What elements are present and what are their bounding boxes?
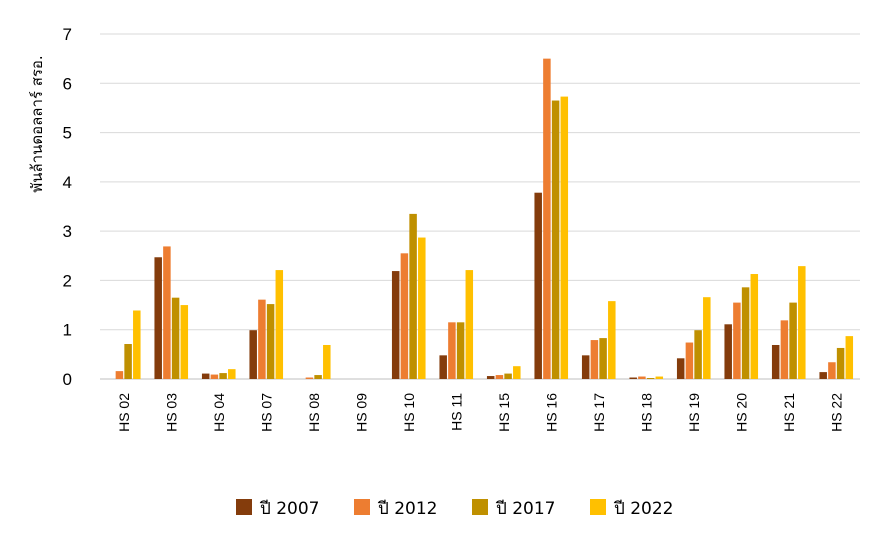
x-category-label: HS 10 [401,393,417,432]
bar [590,340,599,379]
bar [703,297,711,379]
gridlines [100,33,860,380]
bar [836,347,845,379]
bar [439,355,447,379]
bar [219,373,227,379]
bar [418,237,426,379]
bars [115,58,854,380]
legend: ปี 2007 ปี 2012 ปี 2017 ปี 2022 [236,499,673,519]
x-category-label: HS 03 [163,393,179,432]
bar [655,376,664,379]
x-category-label: HS 17 [591,393,607,432]
bar [163,246,171,379]
x-category-label: HS 08 [306,393,322,432]
bar [534,192,542,379]
bar [798,266,806,379]
bar [685,342,694,379]
bar [789,302,797,379]
bar [210,374,219,379]
x-category-label: HS 18 [638,393,654,432]
bar [724,324,732,379]
bar [249,330,257,379]
legend-swatch [236,499,252,515]
y-axis-ticks: 0 1 2 3 4 5 6 7 [63,25,72,389]
bar [115,371,124,379]
x-category-label: HS 22 [828,393,844,432]
x-category-label: HS 21 [781,393,797,432]
bar [391,271,400,379]
bar [228,369,236,379]
bar [638,376,646,379]
bar [448,322,456,379]
bar [124,344,132,379]
x-category-label: HS 15 [496,393,512,432]
bar [828,362,836,379]
bar [275,270,284,379]
bar [400,253,409,379]
legend-swatch [590,499,606,515]
bar [504,373,512,379]
legend-swatch [354,499,370,515]
bar [581,355,590,379]
bar [486,376,495,379]
bar [465,270,474,379]
y-tick-label: 7 [63,25,72,44]
legend-label: ปี 2017 [495,499,555,519]
bar [258,299,266,379]
x-category-label: HS 11 [448,393,464,431]
bar [733,302,741,379]
bar [646,378,655,379]
x-axis-categories: HS 02 HS 03 HS 04 HS 07 HS 08 HS 09 HS 10 HS 11… [116,393,845,432]
bar [819,372,827,379]
x-category-label: HS 16 [543,393,559,432]
bar [750,274,759,379]
x-category-label: HS 19 [686,393,702,432]
bar [171,297,180,379]
bar [694,330,702,379]
y-tick-label: 4 [63,173,72,192]
bar [560,96,569,379]
x-category-label: HS 02 [116,393,132,432]
y-tick-label: 5 [63,124,72,143]
bar [180,305,189,379]
bar [409,213,417,379]
y-tick-label: 6 [63,74,72,93]
bar [513,366,521,379]
y-tick-label: 0 [63,370,72,389]
bar [314,375,322,379]
x-category-label: HS 07 [258,393,274,432]
bar [133,310,141,379]
y-axis-title: พันล้านดอลลาร์ สรอ. [28,55,46,192]
bar [495,375,504,379]
legend-label: ปี 2022 [613,499,673,519]
bar [323,344,331,379]
legend-swatch [472,499,488,515]
x-category-label: HS 09 [353,393,369,432]
x-category-label: HS 04 [211,393,227,432]
bar [741,287,750,379]
bar [845,336,854,379]
bar [154,257,162,379]
bar [305,377,314,379]
legend-label: ปี 2012 [377,499,437,519]
bar [780,320,789,379]
bar [456,322,465,379]
bar [771,344,780,379]
bar [676,358,685,379]
bar [266,304,275,379]
bar [608,301,616,379]
y-tick-label: 3 [63,222,72,241]
bar [201,373,210,379]
x-category-label: HS 20 [733,393,749,432]
bar [599,338,607,379]
legend-label: ปี 2007 [259,499,319,519]
bar [543,58,551,380]
y-tick-label: 1 [63,321,72,340]
y-tick-label: 2 [63,271,72,290]
bar [551,100,560,380]
bar [629,377,637,379]
